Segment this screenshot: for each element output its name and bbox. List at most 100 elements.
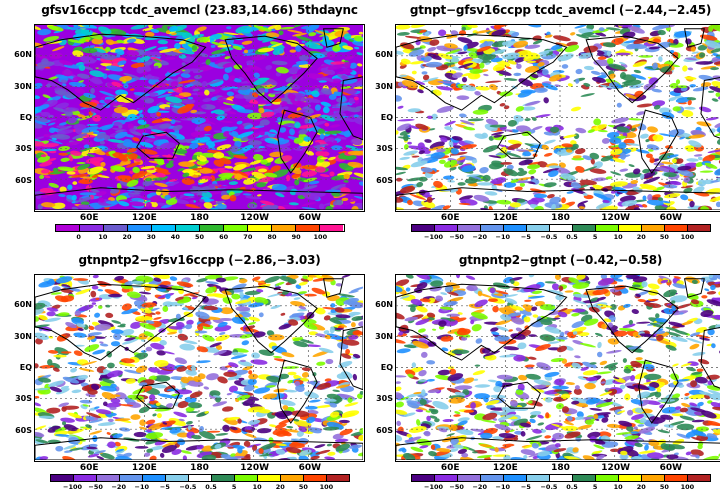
cloud-cell xyxy=(532,126,543,131)
cloud-cell xyxy=(624,393,631,401)
colorbar-label: −50 xyxy=(449,483,464,491)
cloud-cell xyxy=(694,411,703,416)
cloud-cell xyxy=(177,333,189,341)
cloud-cell xyxy=(197,178,209,184)
colorbar-label: 5 xyxy=(231,483,237,491)
cloud-cell xyxy=(639,417,647,424)
cloud-cell xyxy=(531,290,543,295)
cloud-cell xyxy=(610,171,622,176)
cloud-cell xyxy=(493,134,503,138)
cloud-cell xyxy=(117,60,127,66)
cloud-cell xyxy=(153,375,171,382)
cloud-cell xyxy=(424,55,432,62)
cloud-cell xyxy=(239,76,244,80)
cloud-cell xyxy=(655,313,660,319)
cloud-cell xyxy=(81,360,98,366)
cloud-cell xyxy=(206,373,219,381)
cloud-cell xyxy=(431,113,438,120)
cloud-cell xyxy=(714,281,720,285)
cloud-cell xyxy=(399,185,416,194)
cloud-cell xyxy=(601,417,609,423)
cloud-cell xyxy=(449,151,468,156)
cloud-cell xyxy=(397,119,415,122)
cloud-cell xyxy=(329,124,340,128)
cloud-cell xyxy=(315,404,334,409)
cloud-cell xyxy=(461,26,466,32)
cloud-cell xyxy=(410,25,427,29)
cloud-cell xyxy=(708,275,714,279)
cloud-cell xyxy=(428,408,437,413)
cloud-cell xyxy=(470,312,488,320)
cloud-cell xyxy=(353,114,359,118)
cloud-cell xyxy=(185,323,193,330)
colorbar-swatch xyxy=(526,225,550,231)
cloud-cell xyxy=(298,338,314,344)
cloud-cell xyxy=(572,294,591,298)
cloud-cell xyxy=(667,303,672,306)
cloud-cell xyxy=(608,388,616,396)
y-tick-label: 60S xyxy=(15,425,32,435)
cloud-cell xyxy=(222,73,229,81)
cloud-cell xyxy=(205,58,211,66)
cloud-cell xyxy=(546,194,555,199)
cloud-cell xyxy=(175,321,185,328)
cloud-cell xyxy=(511,317,525,325)
cloud-cell xyxy=(279,87,286,92)
cloud-cell xyxy=(328,318,343,325)
cloud-cell xyxy=(275,281,285,286)
cloud-cell xyxy=(631,74,647,80)
cloud-cell xyxy=(411,362,417,368)
cloud-cell xyxy=(706,291,717,295)
cloud-cell xyxy=(515,106,525,112)
cloud-cell xyxy=(275,66,289,74)
cloud-cell xyxy=(105,304,111,308)
cloud-cell xyxy=(258,107,265,114)
cloud-cell xyxy=(105,312,114,319)
cloud-cell xyxy=(418,379,427,382)
cloud-cell xyxy=(180,376,190,384)
colorbar-label: 10 xyxy=(252,483,262,491)
cloud-cell xyxy=(214,58,227,65)
cloud-cell xyxy=(246,78,259,83)
cloud-cell xyxy=(110,394,121,397)
cloud-field xyxy=(396,25,720,210)
cloud-cell xyxy=(190,139,206,144)
cloud-cell xyxy=(71,317,84,325)
cloud-cell xyxy=(252,276,261,281)
cloud-cell xyxy=(601,137,611,144)
cloud-cell xyxy=(407,108,421,113)
cloud-cell xyxy=(682,65,688,72)
cloud-cell xyxy=(494,335,510,342)
cloud-cell xyxy=(203,125,212,132)
cloud-cell xyxy=(156,413,162,419)
cloud-cell xyxy=(148,367,161,373)
cloud-cell xyxy=(566,149,573,153)
colorbar-swatch xyxy=(79,225,104,231)
cloud-cell xyxy=(297,308,308,312)
cloud-cell xyxy=(633,168,641,175)
cloud-cell xyxy=(574,385,580,390)
cloud-cell xyxy=(401,80,419,89)
cloud-cell xyxy=(138,382,148,387)
cloud-cell xyxy=(690,299,700,305)
cloud-cell xyxy=(85,184,92,192)
cloud-cell xyxy=(543,182,557,188)
colorbar-label: 20 xyxy=(636,233,646,241)
cloud-cell xyxy=(318,203,325,210)
colorbar-swatch xyxy=(165,475,189,481)
cloud-cell xyxy=(671,300,676,304)
chart-title: gtnpt−gfsv16ccpp tcdc_avemcl (−2.44,−2.4… xyxy=(409,3,712,17)
cloud-cell xyxy=(210,44,216,48)
cloud-cell xyxy=(303,136,311,142)
cloud-cell xyxy=(341,353,352,359)
cloud-cell xyxy=(183,296,191,303)
cloud-cell xyxy=(155,311,161,315)
cloud-cell xyxy=(673,38,679,45)
cloud-cell xyxy=(647,194,653,201)
cloud-cell xyxy=(177,191,187,195)
map-plot xyxy=(35,25,363,210)
cloud-cell xyxy=(571,312,580,317)
cloud-cell xyxy=(215,334,230,342)
colorbar-label: −5 xyxy=(520,233,531,241)
cloud-cell xyxy=(248,370,253,375)
